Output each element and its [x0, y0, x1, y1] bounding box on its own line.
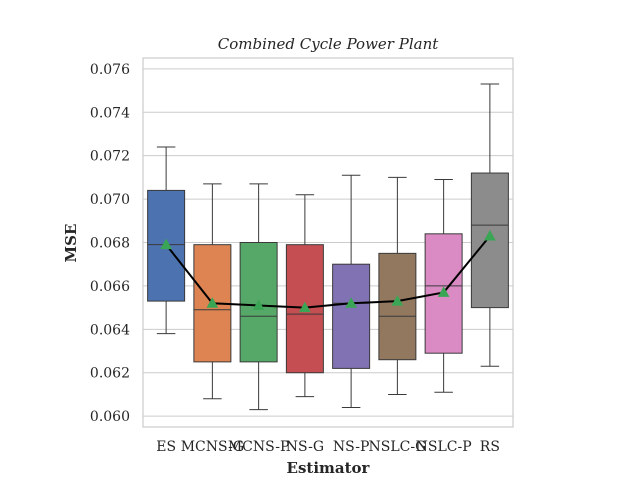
- x-tick-label: RS: [480, 439, 500, 455]
- mean-marker: [437, 286, 450, 297]
- plot-frame: [142, 57, 514, 428]
- x-tick-label: MCNS-G: [181, 439, 244, 455]
- box-ns-p: [332, 263, 371, 369]
- x-tick-label: NS-G: [286, 439, 324, 455]
- boxes: [147, 83, 509, 411]
- x-tick-label: NSLC-P: [416, 439, 472, 455]
- y-tick-label: 0.072: [90, 149, 130, 165]
- y-tick-label: 0.060: [90, 409, 130, 425]
- mean-marker: [206, 297, 219, 308]
- mean-marker: [299, 301, 311, 313]
- x-tick-label: ES: [156, 439, 176, 455]
- mean-marker: [345, 297, 357, 308]
- mean-marker: [391, 295, 404, 306]
- y-tick-label: 0.074: [90, 105, 130, 121]
- mean-line: [165, 235, 491, 309]
- y-tick-label: 0.070: [90, 192, 130, 208]
- mean-trend: [160, 229, 496, 313]
- y-tick-label: 0.068: [90, 236, 130, 252]
- y-axis-label: MSE: [62, 224, 80, 263]
- mean-marker: [484, 229, 496, 241]
- x-tick-label: MCNS-P: [228, 439, 290, 455]
- chart-title: Combined Cycle Power Plant: [218, 35, 439, 53]
- y-tick-label: 0.066: [90, 279, 130, 295]
- x-tick-label: NS-P: [333, 439, 370, 455]
- y-tick-label: 0.062: [90, 366, 130, 382]
- y-tick-label: 0.064: [90, 322, 130, 338]
- box-ns-g: [285, 244, 324, 374]
- y-tick-labels: 0.060 0.062 0.064 0.066 0.068 0.070 0.072 0.074…: [90, 62, 130, 425]
- y-tick-label: 0.076: [90, 62, 130, 78]
- mean-marker: [252, 299, 265, 310]
- x-tick-label: NSLC-G: [368, 439, 426, 455]
- x-axis-label: Estimator: [287, 459, 371, 477]
- box-nslc-g: [378, 252, 417, 361]
- mean-marker: [160, 238, 172, 250]
